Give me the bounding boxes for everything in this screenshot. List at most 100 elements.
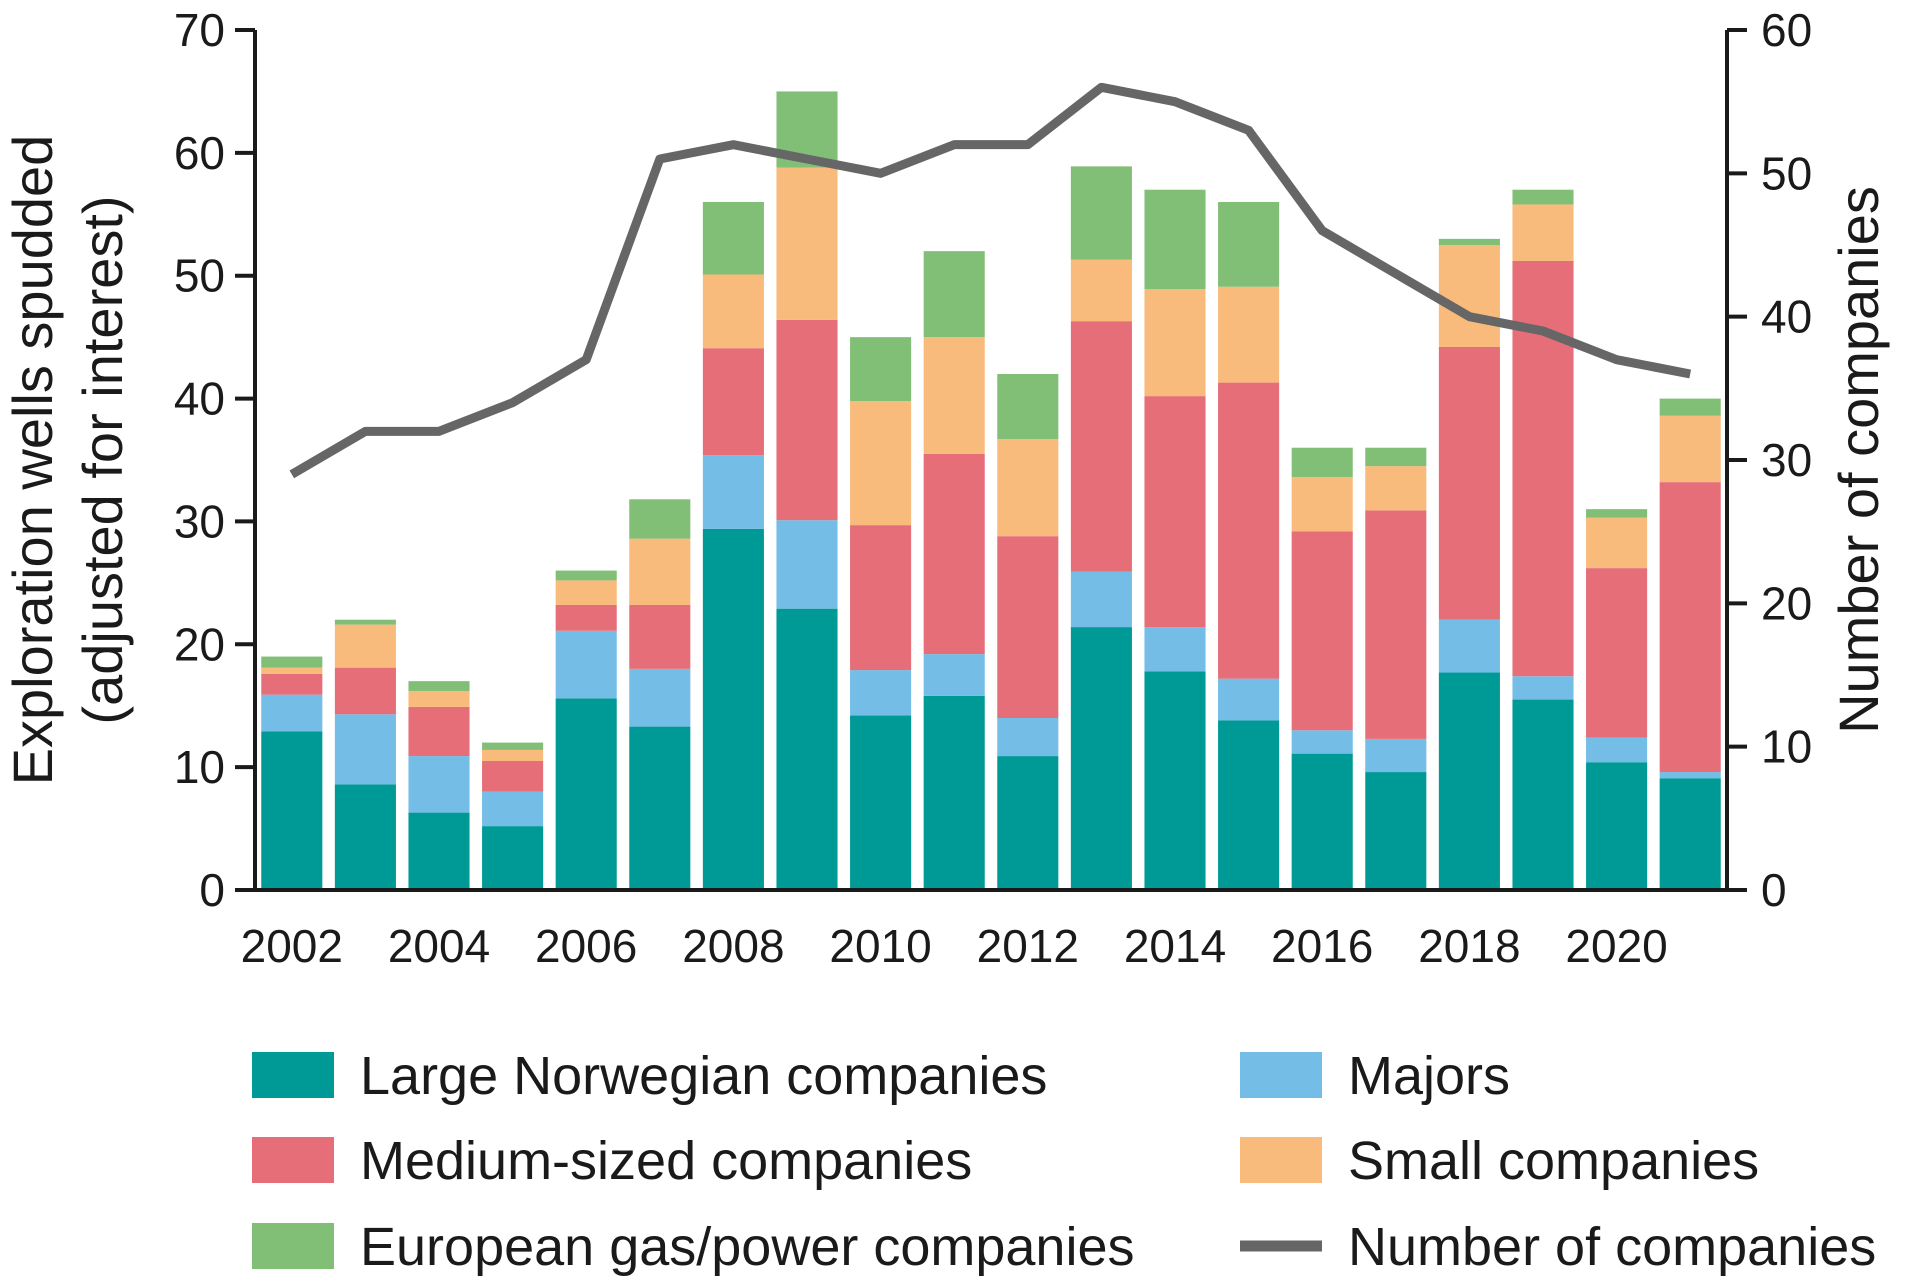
bars-layer [261,91,1721,890]
bar-majors-2013 [1070,571,1132,628]
y-axis-title-line-1: Exploration wells spudded [1,135,64,786]
line-number-of-companies [289,82,1692,479]
bar-majors-2006 [555,630,617,699]
bar-small-companies-2008 [702,274,764,349]
bar-medium-sized-companies-2009 [776,319,838,521]
bar-small-companies-2018 [1438,245,1500,347]
y-tick-label-50: 50 [174,250,225,302]
legend: Large Norwegian companies Majors Medium-si… [252,1046,1876,1277]
bar-majors-2011 [923,654,985,696]
bar-small-companies-2006 [555,580,617,605]
x-tick-label-2006: 2006 [535,920,637,972]
y-tick-label-40: 40 [174,373,225,425]
y-tick-label-10: 10 [174,741,225,793]
bar-large-norwegian-companies-2010 [850,715,912,890]
bar-small-companies-2013 [1070,259,1132,322]
legend-label-majors: Majors [1348,1046,1510,1106]
bar-european-gas-power-companies-2002 [261,656,323,668]
bar-small-companies-2004 [408,690,470,707]
bar-european-gas-power-companies-2015 [1218,202,1280,287]
bar-large-norwegian-companies-2021 [1659,778,1721,890]
bar-medium-sized-companies-2005 [482,761,544,792]
bar-majors-2014 [1144,627,1206,672]
axes-layer: 0 10 20 30 40 50 60 70 0 10 20 30 40 50 60 2002 2004 2006… [174,4,1812,972]
y2-axis-title-text: Number of companies [1827,186,1890,734]
bar-large-norwegian-companies-2003 [334,784,396,890]
legend-label-small-companies: Small companies [1348,1131,1759,1191]
bar-majors-2018 [1438,619,1500,673]
x-tick-label-2016: 2016 [1271,920,1373,972]
y-axis-title: Exploration wells spudded (adjusted for i… [1,135,134,786]
bar-large-norwegian-companies-2020 [1586,762,1648,890]
x-tick-label-2020: 2020 [1565,920,1667,972]
bar-medium-sized-companies-2006 [555,604,617,631]
legend-label-medium-sized-companies: Medium-sized companies [360,1131,972,1191]
bar-european-gas-power-companies-2017 [1365,447,1427,467]
bar-large-norwegian-companies-2008 [702,528,764,890]
bar-european-gas-power-companies-2012 [997,374,1059,440]
y-axis-title-line-2: (adjusted for interest) [71,195,134,724]
bar-european-gas-power-companies-2006 [555,570,617,581]
bar-small-companies-2015 [1218,286,1280,383]
y2-tick-label-30: 30 [1761,434,1812,486]
bar-majors-2005 [482,791,544,827]
bar-small-companies-2011 [923,337,985,454]
bar-medium-sized-companies-2015 [1218,382,1280,679]
bar-medium-sized-companies-2003 [334,667,396,715]
bar-european-gas-power-companies-2021 [1659,398,1721,416]
bar-majors-2016 [1291,730,1353,754]
bar-small-companies-2002 [261,667,323,674]
x-tick-label-2018: 2018 [1418,920,1520,972]
bar-small-companies-2007 [629,538,691,605]
bar-european-gas-power-companies-2018 [1438,238,1500,245]
line-layer [289,82,1692,479]
legend-label-large-norwegian-companies: Large Norwegian companies [360,1046,1047,1106]
bar-majors-2003 [334,714,396,785]
bar-european-gas-power-companies-2008 [702,202,764,275]
y2-tick-label-60: 60 [1761,4,1812,56]
bar-medium-sized-companies-2018 [1438,346,1500,620]
bar-large-norwegian-companies-2014 [1144,671,1206,890]
bar-medium-sized-companies-2012 [997,536,1059,718]
bar-majors-2008 [702,455,764,529]
bar-european-gas-power-companies-2019 [1512,189,1574,205]
bar-european-gas-power-companies-2007 [629,499,691,539]
bar-medium-sized-companies-2011 [923,453,985,655]
legend-item-majors: Majors [1240,1046,1510,1106]
bar-small-companies-2003 [334,624,396,668]
bar-medium-sized-companies-2002 [261,673,323,695]
bar-large-norwegian-companies-2009 [776,608,838,890]
bar-majors-2020 [1586,737,1648,763]
y-tick-label-30: 30 [174,495,225,547]
bar-large-norwegian-companies-2002 [261,731,323,890]
bar-european-gas-power-companies-2003 [334,619,396,625]
bar-european-gas-power-companies-2020 [1586,509,1648,518]
bar-medium-sized-companies-2021 [1659,482,1721,773]
x-tick-label-2010: 2010 [829,920,931,972]
bar-medium-sized-companies-2008 [702,348,764,456]
bar-small-companies-2009 [776,167,838,320]
x-tick-label-2014: 2014 [1124,920,1226,972]
bar-large-norwegian-companies-2006 [555,698,617,890]
legend-swatch-large-norwegian-companies [252,1052,334,1098]
y-tick-label-60: 60 [174,127,225,179]
y-tick-label-70: 70 [174,4,225,56]
bar-majors-2004 [408,756,470,813]
bar-large-norwegian-companies-2019 [1512,699,1574,890]
bar-majors-2021 [1659,772,1721,779]
bar-majors-2009 [776,520,838,609]
bar-small-companies-2020 [1586,517,1648,569]
bar-large-norwegian-companies-2016 [1291,753,1353,890]
bar-small-companies-2014 [1144,289,1206,397]
bar-small-companies-2012 [997,439,1059,537]
y2-tick-label-0: 0 [1761,864,1787,916]
bar-majors-2002 [261,694,323,732]
x-tick-label-2002: 2002 [241,920,343,972]
bar-small-companies-2017 [1365,466,1427,511]
bar-small-companies-2019 [1512,204,1574,261]
bar-large-norwegian-companies-2018 [1438,672,1500,890]
y2-tick-label-50: 50 [1761,147,1812,199]
bar-european-gas-power-companies-2004 [408,681,470,691]
bar-large-norwegian-companies-2004 [408,812,470,890]
